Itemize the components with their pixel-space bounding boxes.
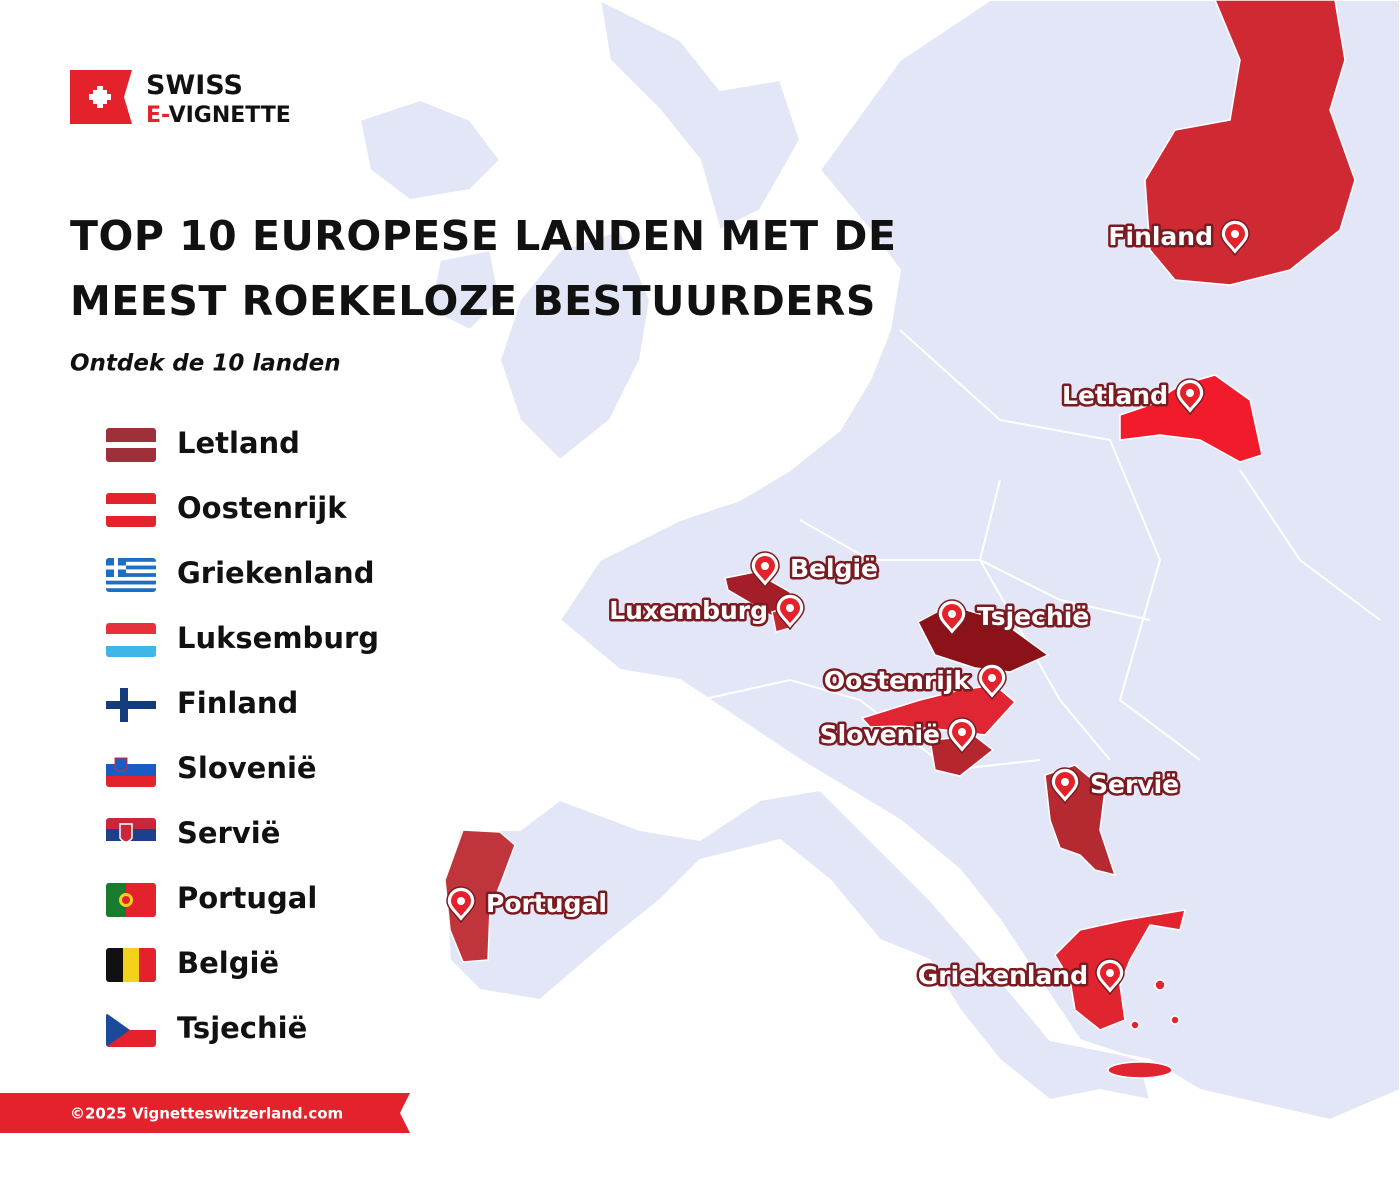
map-label: Griekenland — [918, 961, 1088, 990]
legend-flag — [106, 623, 156, 657]
island-shape — [1130, 1020, 1140, 1030]
map-label: Servië — [1090, 770, 1179, 799]
legend-label: Tsjechië — [177, 1011, 307, 1045]
legend-flag — [106, 493, 156, 527]
legend-flag — [106, 753, 156, 787]
pin-dot — [1231, 230, 1239, 238]
subtitle: Ontdek de 10 landen — [70, 351, 341, 377]
map-label: Slovenië — [820, 720, 940, 749]
map-pin — [1220, 219, 1250, 257]
pin-dot — [948, 610, 956, 618]
map-label: Oostenrijk — [824, 666, 971, 695]
logo: SWISS E-VIGNETTE — [70, 70, 291, 128]
map-pin — [1050, 767, 1080, 805]
map-pin — [1175, 378, 1205, 416]
finland-shape — [1144, 0, 1356, 286]
map-label: Letland — [1062, 381, 1168, 410]
legend-flag — [106, 818, 156, 852]
logo-prefix: E- — [146, 103, 169, 128]
map-labels: Finland Letland België Luxemburg Tsjechië Oos… — [446, 219, 1250, 996]
title-line: MEEST ROEKELOZE BESTUURDERS — [70, 277, 876, 325]
legend: Letland Oostenrijk Griekenland Luksemburg Fi… — [106, 426, 379, 1047]
legend-flag — [106, 948, 156, 982]
island-shape — [1170, 1015, 1180, 1025]
legend-label: Luksemburg — [177, 621, 379, 655]
legend-label: België — [177, 946, 279, 980]
map-pin — [446, 886, 476, 924]
crete-shape — [1107, 1061, 1173, 1079]
map-label: Tsjechië — [977, 602, 1089, 631]
borders — [699, 329, 1381, 772]
map-pin — [1095, 958, 1125, 996]
map-pin — [775, 593, 805, 631]
legend-flag — [106, 428, 156, 462]
austria-shape — [860, 684, 1017, 736]
footer: ©2025 Vignetteswitzerland.com — [0, 1093, 410, 1133]
legend-label: Griekenland — [177, 556, 374, 590]
latvia-shape — [1119, 374, 1263, 463]
map-label: Luxemburg — [609, 596, 768, 625]
pin-dot — [1186, 389, 1194, 397]
legend-label: Servië — [177, 816, 280, 850]
map-label: Finland — [1108, 222, 1213, 251]
legend-label: Slovenië — [177, 751, 317, 785]
title-line: TOP 10 EUROPESE LANDEN MET DE — [70, 212, 896, 260]
pin-dot — [958, 728, 966, 736]
pin-dot — [457, 897, 465, 905]
logo-line2: E-VIGNETTE — [146, 103, 291, 128]
legend-flag — [106, 688, 156, 722]
logo-word: VIGNETTE — [169, 103, 291, 128]
pin-dot — [761, 562, 769, 570]
island-shape — [1154, 979, 1166, 991]
legend-flag — [106, 558, 156, 592]
legend-label: Portugal — [177, 881, 317, 915]
map-pin — [937, 599, 967, 637]
map-label: België — [790, 554, 878, 583]
map-pin — [947, 717, 977, 755]
pin-dot — [1061, 778, 1069, 786]
map-label: Portugal — [486, 889, 607, 918]
pin-dot — [786, 604, 794, 612]
legend-label: Letland — [177, 426, 300, 460]
logo-line1: SWISS — [146, 70, 243, 101]
footer-text: ©2025 Vignetteswitzerland.com — [70, 1105, 343, 1123]
pin-dot — [1106, 969, 1114, 977]
pin-dot — [988, 674, 996, 682]
legend-flag — [106, 1013, 156, 1047]
map-pin — [977, 663, 1007, 701]
legend-flag — [106, 883, 156, 917]
map-pin — [750, 551, 780, 589]
legend-label: Finland — [177, 686, 298, 720]
legend-label: Oostenrijk — [177, 491, 347, 525]
